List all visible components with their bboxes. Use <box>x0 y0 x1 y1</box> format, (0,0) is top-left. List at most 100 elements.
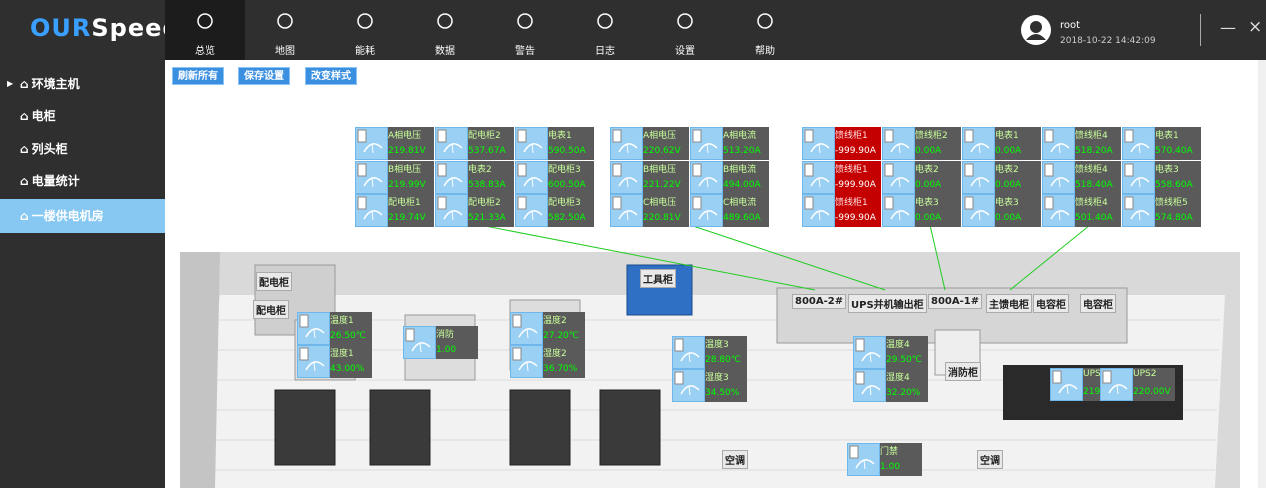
sensor-readout: A相电流 513.20A <box>723 127 769 160</box>
sensor-tile: B相电流 494.00A <box>690 160 769 194</box>
nav-item[interactable]: 日志 <box>565 0 645 60</box>
nav-item[interactable]: 设置 <box>645 0 725 60</box>
sensor-value: 32.20% <box>886 388 921 398</box>
sidebar-item[interactable]: ⌂ 电柜 <box>20 109 56 123</box>
sensor-label: UPS1 <box>1083 369 1107 379</box>
toolbar-button[interactable]: 改变样式 <box>305 67 357 85</box>
room-label: 电容柜 <box>1033 294 1069 313</box>
sensor-icon <box>515 127 548 160</box>
sensor-readout: 湿度1 43.00% <box>330 345 372 378</box>
sensor-icon <box>1100 368 1133 401</box>
sensor-readout: 馈线柜1 -999.90A <box>835 194 881 227</box>
sensor-label: 湿度3 <box>705 373 729 383</box>
sensor-icon <box>610 194 643 227</box>
sensor-icon <box>802 194 835 227</box>
sensor-value: 219.74V <box>388 213 426 223</box>
logo-part: Speed <box>91 14 181 42</box>
sensor-readout: 馈线柜1 -999.90A <box>835 127 881 160</box>
sensor-tile: 湿度1 43.00% <box>297 345 372 378</box>
sidebar-item[interactable]: ⌂ 一楼供电机房 <box>0 199 165 233</box>
top-bar: OURSpeed root 2018-10-22 14:42:09 — × 总览… <box>0 0 1266 60</box>
sensor-tile: 电表2 0.00A <box>882 160 961 194</box>
sensor-readout: 电表2 538.83A <box>468 160 514 194</box>
scrollbar[interactable] <box>1258 60 1266 488</box>
nav-item[interactable]: 总览 <box>165 0 245 60</box>
sidebar-item[interactable]: ⌂ 电量统计 <box>20 174 80 188</box>
sidebar-item[interactable]: ▶ ⌂ 环境主机 <box>7 77 80 91</box>
sensor-icon <box>610 127 643 160</box>
sensor-label: 配电柜1 <box>388 198 421 208</box>
sensor-value: 221.22V <box>643 179 681 190</box>
nav-label: 日志 <box>595 46 615 57</box>
sensor-readout: 湿度2 36.70% <box>543 345 585 378</box>
close-button[interactable]: × <box>1248 17 1263 37</box>
sensor-label: B相电压 <box>643 164 677 175</box>
logo-part: OUR <box>30 14 92 42</box>
sensor-tile: 电表3 558.60A <box>1122 160 1201 194</box>
sensor-label: 消防 <box>436 330 455 340</box>
sensor-value: 494.00A <box>723 179 761 190</box>
sidebar-item[interactable]: ⌂ 列头柜 <box>20 142 68 156</box>
nav-label: 地图 <box>275 46 295 57</box>
sensor-label: B相电压 <box>388 164 422 175</box>
toolbar-button[interactable]: 保存设置 <box>238 67 290 85</box>
room-label: 配电柜 <box>253 300 289 319</box>
sensor-readout: 电表3 558.60A <box>1155 160 1201 194</box>
sensor-tile: 电表1 0.00A <box>962 127 1041 160</box>
sensor-icon <box>1122 160 1155 194</box>
nav-item[interactable]: 警告 <box>485 0 565 60</box>
sensor-label: A相电压 <box>643 131 677 141</box>
sensor-tile: 配电柜2 537.67A <box>435 127 514 160</box>
sensor-icon <box>882 127 915 160</box>
sidebar-label: 一楼供电机房 <box>31 209 104 223</box>
nav-item[interactable]: 数据 <box>405 0 485 60</box>
sensor-tile: 温度2 27.20℃ <box>510 312 585 345</box>
sensor-readout: 配电柜1 219.74V <box>388 194 434 227</box>
sensor-icon <box>610 160 643 194</box>
sensor-icon <box>515 160 548 194</box>
toolbar-button[interactable]: 刷新所有 <box>172 67 224 85</box>
sensor-icon <box>853 369 886 402</box>
sensor-value: 489.60A <box>723 213 761 223</box>
sensor-icon <box>355 194 388 227</box>
sensor-readout: 馈线柜4 518.20A <box>1075 127 1121 160</box>
sensor-value: 219.99V <box>388 179 426 190</box>
sensor-value: 574.80A <box>1155 213 1193 223</box>
nav-label: 能耗 <box>355 46 375 57</box>
sensor-value: -999.90A <box>835 213 876 223</box>
sensor-label: B相电流 <box>723 164 757 175</box>
sensor-label: 湿度4 <box>886 373 910 383</box>
sensor-readout: A相电压 219.81V <box>388 127 434 160</box>
logo: OURSpeed <box>30 14 181 42</box>
sensor-value: 36.70% <box>543 364 578 374</box>
sensor-tile: 电表3 0.00A <box>962 194 1041 227</box>
sensor-tile: 电表1 570.40A <box>1122 127 1201 160</box>
room-label: 主馈电柜 <box>986 294 1032 313</box>
sensor-icon <box>510 345 543 378</box>
sensor-value: 220.62V <box>643 146 681 156</box>
sensor-readout: 馈线柜4 518.40A <box>1075 160 1121 194</box>
room-label: 空调 <box>977 450 1003 469</box>
sensor-readout: B相电流 494.00A <box>723 160 769 194</box>
minimize-button[interactable]: — <box>1220 18 1236 37</box>
sensor-icon <box>690 160 723 194</box>
sensor-label: 电表3 <box>1155 164 1179 175</box>
sensor-icon <box>690 127 723 160</box>
user-name: root <box>1060 20 1081 31</box>
sensor-readout: 温度2 27.20℃ <box>543 312 585 345</box>
nav-label: 警告 <box>515 46 535 57</box>
nav-item[interactable]: 帮助 <box>725 0 805 60</box>
sensor-readout: 馈线柜2 0.00A <box>915 127 961 160</box>
sensor-readout: 馈线柜1 -999.90A <box>835 160 881 194</box>
sensor-readout: 电表2 0.00A <box>995 160 1041 194</box>
sensor-value: 582.50A <box>548 213 586 223</box>
sensor-icon <box>435 127 468 160</box>
sensor-tile: 门禁 1.00 <box>847 443 922 476</box>
nav-item[interactable]: 地图 <box>245 0 325 60</box>
divider <box>1200 14 1201 46</box>
sensor-value: 0.00A <box>915 146 942 156</box>
sensor-tile: A相电压 219.81V <box>355 127 434 160</box>
nav-item[interactable]: 能耗 <box>325 0 405 60</box>
sensor-tile: 馈线柜1 -999.90A <box>802 127 881 160</box>
sensor-label: UPS2 <box>1133 369 1157 379</box>
